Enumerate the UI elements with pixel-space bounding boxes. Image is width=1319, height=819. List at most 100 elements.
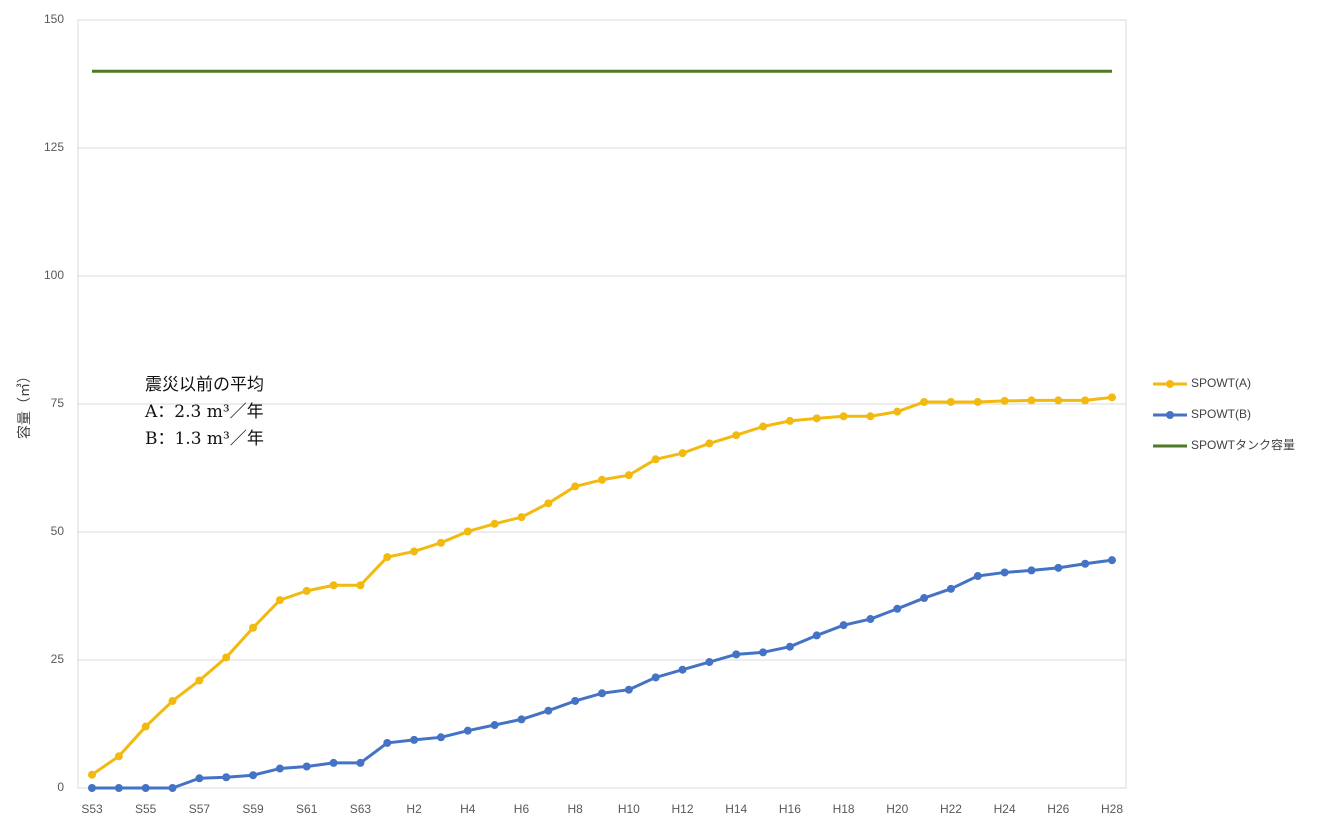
data-point: [812, 631, 821, 640]
data-point: [1108, 393, 1116, 402]
x-tick-label: H16: [779, 802, 801, 816]
data-point: [383, 738, 392, 747]
data-point: [88, 784, 96, 792]
y-tick-label: 100: [44, 268, 64, 282]
series-1: [88, 393, 1116, 779]
data-point: [410, 547, 419, 556]
data-point: [195, 676, 204, 685]
data-point: [275, 596, 284, 605]
data-point: [195, 774, 204, 783]
data-point: [866, 412, 875, 421]
x-tick-label: H24: [994, 802, 1016, 816]
x-tick-label: S55: [135, 802, 157, 816]
x-tick-label: H12: [672, 802, 694, 816]
data-point: [302, 586, 311, 595]
data-point: [920, 397, 929, 406]
data-point: [222, 773, 231, 782]
data-point: [544, 706, 553, 715]
data-point: [946, 584, 955, 593]
legend-marker: [1166, 411, 1174, 419]
data-point: [785, 642, 794, 651]
legend-label: SPOWT(A): [1191, 376, 1251, 390]
data-point: [249, 771, 258, 780]
data-point: [1027, 396, 1036, 405]
data-point: [1054, 563, 1063, 572]
x-tick-label: H8: [567, 802, 583, 816]
data-point: [383, 553, 392, 562]
data-point: [678, 665, 687, 674]
data-point: [302, 762, 311, 771]
y-tick-label: 0: [57, 780, 64, 794]
annotation-title: 震災以前の平均: [145, 375, 264, 395]
data-point: [410, 735, 419, 744]
y-axis-ticks: 0 25 50 75 100 125 150: [44, 12, 64, 794]
data-point: [249, 623, 258, 632]
data-point: [1027, 566, 1036, 575]
data-point: [517, 715, 526, 724]
data-point: [759, 648, 768, 657]
y-axis-label: 容量（㎥）: [16, 369, 33, 439]
data-point: [624, 685, 633, 694]
data-point: [759, 422, 768, 431]
data-point: [356, 581, 365, 590]
data-point: [329, 581, 338, 590]
data-point: [651, 673, 660, 682]
data-point: [571, 696, 580, 705]
data-point: [839, 621, 848, 630]
data-point: [1108, 556, 1116, 565]
data-point: [168, 784, 177, 792]
data-point: [222, 653, 231, 662]
x-tick-label: S53: [81, 802, 103, 816]
data-point: [1054, 396, 1063, 405]
data-point: [463, 527, 472, 536]
x-tick-label: H2: [406, 802, 422, 816]
x-tick-label: S61: [296, 802, 318, 816]
data-point: [598, 475, 606, 484]
average-annotation: 震災以前の平均 A：2.3 m³／年 B：1.3 m³／年: [145, 372, 264, 453]
data-point: [114, 784, 123, 792]
data-point: [893, 407, 902, 416]
data-point: [141, 784, 150, 792]
data-point: [973, 572, 982, 581]
data-point: [356, 758, 365, 767]
gridlines: [78, 19, 1126, 789]
data-point: [88, 770, 96, 779]
x-tick-label: H18: [833, 802, 855, 816]
annotation-b: B：1.3 m³／年: [145, 429, 264, 449]
y-tick-label: 150: [44, 12, 64, 26]
legend-label: SPOWTタンク容量: [1191, 437, 1295, 452]
x-tick-label: H28: [1101, 802, 1123, 816]
x-tick-label: H26: [1047, 802, 1069, 816]
x-tick-label: S57: [189, 802, 211, 816]
x-tick-label: H14: [725, 802, 747, 816]
data-point: [571, 482, 580, 491]
legend-label: SPOWT(B): [1191, 407, 1251, 421]
y-tick-label: 125: [44, 140, 64, 154]
x-tick-label: H6: [514, 802, 530, 816]
data-point: [544, 499, 553, 508]
data-point: [624, 471, 633, 480]
data-point: [436, 733, 445, 742]
y-tick-label: 50: [51, 524, 65, 538]
series-2: [88, 556, 1116, 792]
data-point: [1000, 568, 1009, 577]
data-point: [329, 758, 338, 767]
data-point: [678, 449, 687, 458]
data-point: [517, 513, 526, 522]
x-tick-label: S63: [350, 802, 372, 816]
x-tick-label: H4: [460, 802, 476, 816]
data-point: [946, 397, 955, 406]
legend: SPOWT(A) SPOWT(B) SPOWTタンク容量: [1153, 376, 1295, 452]
series-layer: [88, 69, 1116, 792]
data-point: [705, 658, 714, 667]
data-point: [1000, 396, 1009, 405]
data-point: [973, 397, 982, 406]
data-point: [785, 416, 794, 425]
annotation-a: A：2.3 m³／年: [145, 402, 264, 422]
data-point: [490, 721, 499, 730]
data-point: [705, 439, 714, 448]
data-point: [839, 412, 848, 421]
data-point: [920, 594, 929, 603]
data-point: [463, 726, 472, 735]
